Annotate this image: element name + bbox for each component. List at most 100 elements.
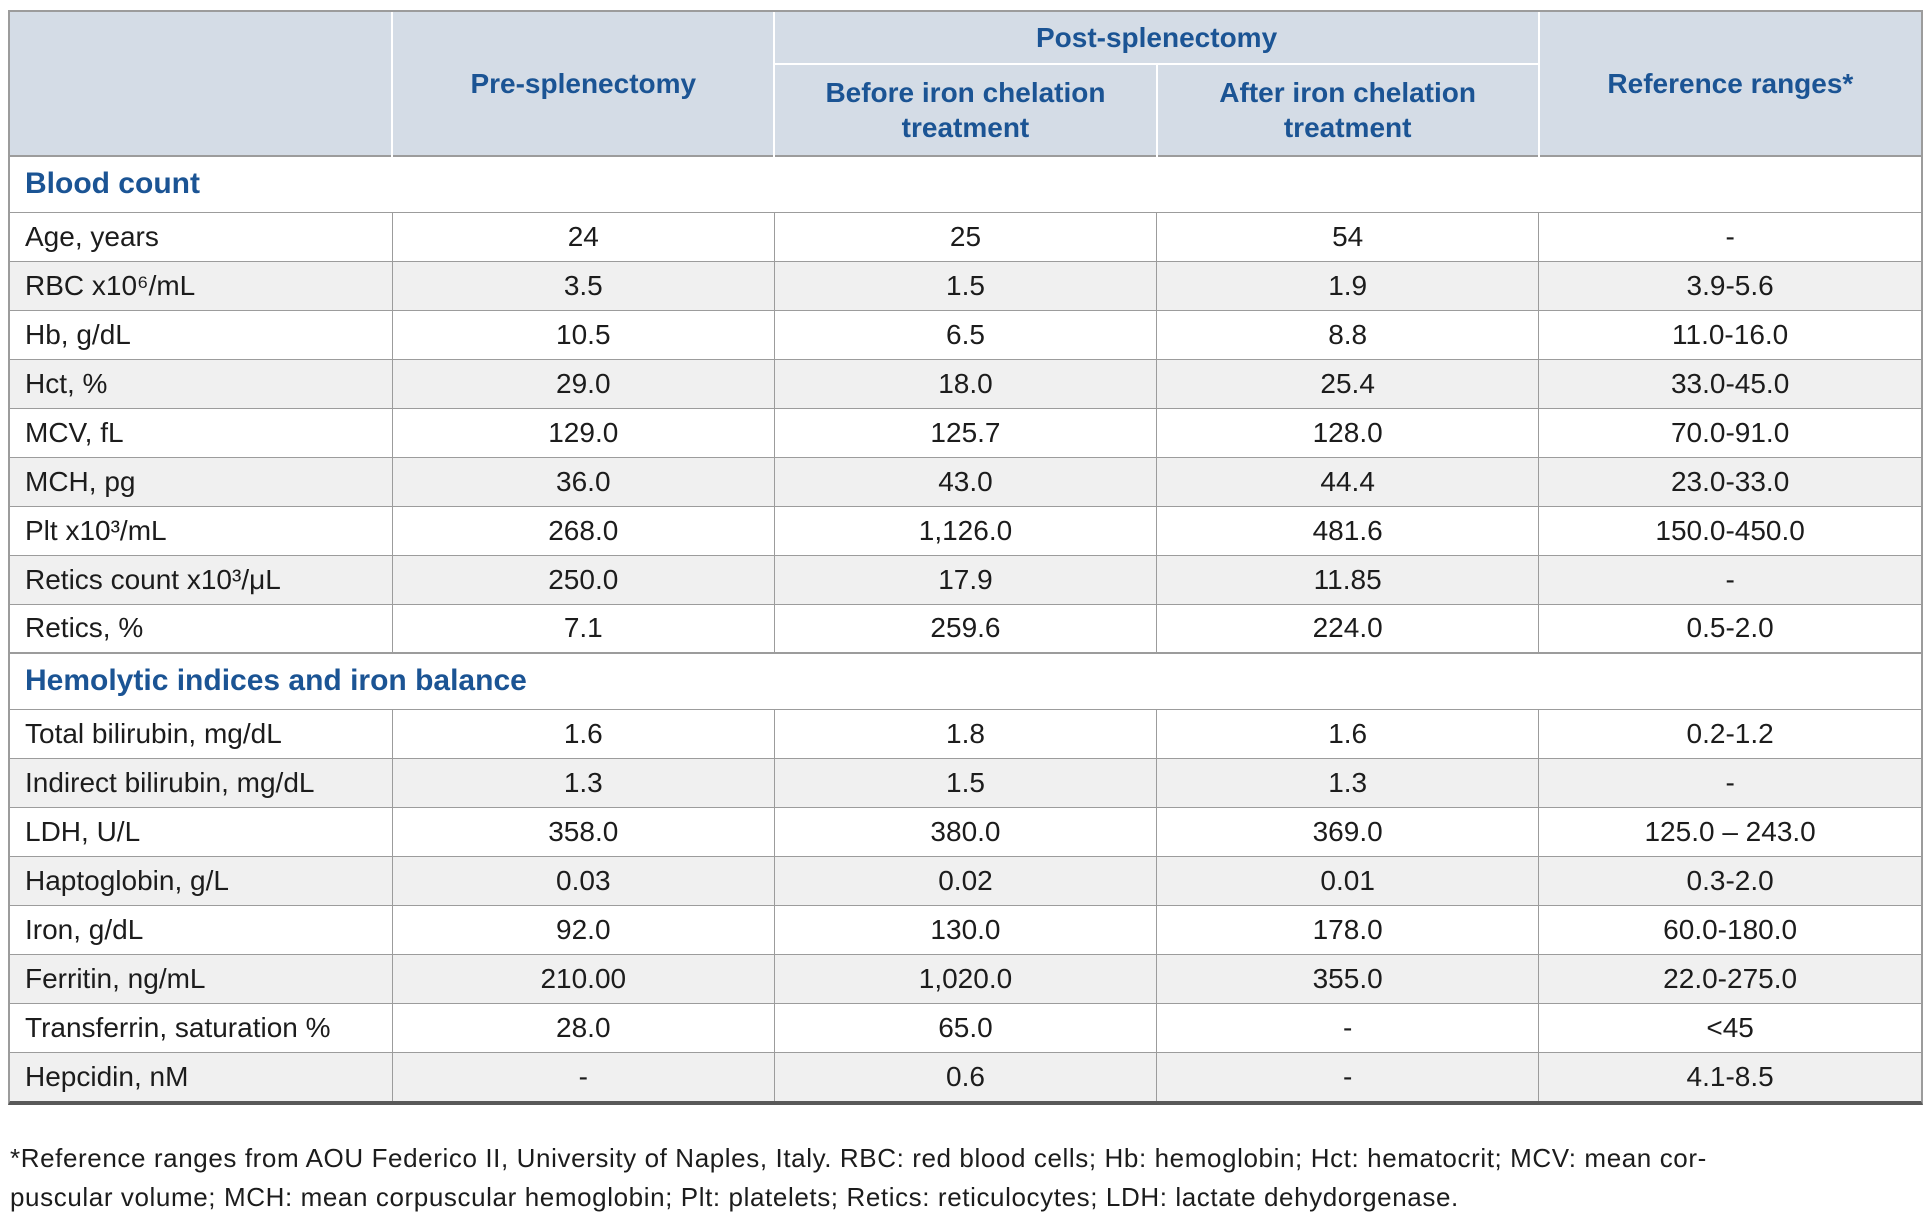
cell-reference-range: - — [1538, 554, 1921, 605]
results-table: Pre-splenectomy Post-splenectomy Referen… — [10, 12, 1921, 1101]
cell-after-chelation: 369.0 — [1156, 806, 1540, 857]
cell-reference-range: 11.0-16.0 — [1538, 309, 1921, 360]
row-label: Total bilirubin, mg/dL — [10, 708, 393, 759]
cell-pre-splenectomy: 358.0 — [391, 806, 775, 857]
cell-reference-range: 0.2-1.2 — [1538, 708, 1921, 759]
header-corner-cell — [10, 12, 394, 156]
cell-after-chelation: 1.3 — [1156, 757, 1540, 808]
cell-after-chelation: 11.85 — [1156, 554, 1540, 605]
section-title: Hemolytic indices and iron balance — [10, 652, 1921, 710]
cell-before-chelation: 65.0 — [773, 1002, 1158, 1053]
cell-after-chelation: 54 — [1156, 211, 1540, 262]
cell-before-chelation: 17.9 — [773, 554, 1158, 605]
table-row: Hepcidin, nM -0.6-4.1-8.5 — [10, 1051, 1921, 1101]
table-row: Retics count x10³/μL 250.0 17.9 11.85- — [10, 554, 1921, 605]
cell-after-chelation: - — [1156, 1002, 1540, 1053]
cell-before-chelation: 125.7 — [773, 407, 1158, 458]
row-label: MCH, pg — [10, 456, 393, 507]
row-label: Transferrin, saturation % — [10, 1002, 393, 1053]
table-row: Indirect bilirubin, mg/dL 1.3 1.5 1.3- — [10, 757, 1921, 808]
row-label: LDH, U/L — [10, 806, 393, 857]
cell-before-chelation: 43.0 — [773, 456, 1158, 507]
cell-pre-splenectomy: 28.0 — [391, 1002, 775, 1053]
cell-after-chelation: 481.6 — [1156, 505, 1540, 556]
cell-reference-range: - — [1538, 757, 1921, 808]
cell-pre-splenectomy: 268.0 — [391, 505, 775, 556]
row-label: Retics count x10³/μL — [10, 554, 393, 605]
table-row: Plt x10³/mL 268.0 1,126.0 481.6 150.0-450.0 — [10, 505, 1921, 556]
table-body: Blood count Age, years 24 25 54- RBC x10⁶/mL 3… — [10, 155, 1921, 1101]
row-label: Haptoglobin, g/L — [10, 855, 393, 906]
header-reference-ranges: Reference ranges* — [1537, 12, 1921, 156]
section-header-row: Hemolytic indices and iron balance — [10, 652, 1921, 710]
header-post-splenectomy: Post-splenectomy — [773, 12, 1540, 65]
cell-before-chelation: 1.8 — [773, 708, 1158, 759]
cell-after-chelation: 1.9 — [1156, 260, 1540, 311]
cell-after-chelation: - — [1156, 1051, 1540, 1101]
cell-after-chelation: 44.4 — [1156, 456, 1540, 507]
cell-pre-splenectomy: 92.0 — [391, 904, 775, 955]
row-label: Hct, % — [10, 358, 393, 409]
cell-after-chelation: 1.6 — [1156, 708, 1540, 759]
cell-reference-range: 4.1-8.5 — [1538, 1051, 1921, 1101]
row-label: Iron, g/dL — [10, 904, 393, 955]
cell-reference-range: 23.0-33.0 — [1538, 456, 1921, 507]
cell-before-chelation: 1.5 — [773, 757, 1158, 808]
section-title: Blood count — [10, 155, 1921, 213]
table-row: Total bilirubin, mg/dL 1.6 1.8 1.6 0.2-1.2 — [10, 708, 1921, 759]
table-row: MCV, fL 129.0 125.7 128.0 70.0-91.0 — [10, 407, 1921, 458]
row-label: Hb, g/dL — [10, 309, 393, 360]
cell-before-chelation: 380.0 — [773, 806, 1158, 857]
table-row: RBC x10⁶/mL 3.5 1.5 1.9 3.9-5.6 — [10, 260, 1921, 311]
cell-after-chelation: 224.0 — [1156, 603, 1540, 654]
cell-after-chelation: 8.8 — [1156, 309, 1540, 360]
cell-after-chelation: 0.01 — [1156, 855, 1540, 906]
cell-reference-range: 125.0 – 243.0 — [1538, 806, 1921, 857]
header-after-chelation: After iron chelation treatment — [1155, 63, 1540, 156]
cell-pre-splenectomy: 29.0 — [391, 358, 775, 409]
table-row: Retics, % 7.1 259.6 224.0 0.5-2.0 — [10, 603, 1921, 654]
row-label: Age, years — [10, 211, 393, 262]
table-row: MCH, pg 36.0 43.0 44.4 23.0-33.0 — [10, 456, 1921, 507]
results-table-container: Pre-splenectomy Post-splenectomy Referen… — [8, 10, 1923, 1105]
cell-before-chelation: 130.0 — [773, 904, 1158, 955]
cell-reference-range: 70.0-91.0 — [1538, 407, 1921, 458]
cell-pre-splenectomy: 36.0 — [391, 456, 775, 507]
cell-before-chelation: 0.02 — [773, 855, 1158, 906]
cell-after-chelation: 178.0 — [1156, 904, 1540, 955]
table-row: Hb, g/dL 10.5 6.5 8.8 11.0-16.0 — [10, 309, 1921, 360]
table-row: Transferrin, saturation % 28.0 65.0- <45 — [10, 1002, 1921, 1053]
cell-reference-range: - — [1538, 211, 1921, 262]
cell-before-chelation: 1,126.0 — [773, 505, 1158, 556]
cell-before-chelation: 1.5 — [773, 260, 1158, 311]
table-row: Iron, g/dL 92.0 130.0 178.0 60.0-180.0 — [10, 904, 1921, 955]
cell-before-chelation: 18.0 — [773, 358, 1158, 409]
cell-pre-splenectomy: 3.5 — [391, 260, 775, 311]
header-row-1: Pre-splenectomy Post-splenectomy Referen… — [10, 12, 1921, 156]
cell-reference-range: 0.3-2.0 — [1538, 855, 1921, 906]
cell-before-chelation: 6.5 — [773, 309, 1158, 360]
cell-after-chelation: 355.0 — [1156, 953, 1540, 1004]
cell-pre-splenectomy: 1.3 — [391, 757, 775, 808]
cell-pre-splenectomy: 210.00 — [391, 953, 775, 1004]
table-row: Hct, % 29.0 18.0 25.4 33.0-45.0 — [10, 358, 1921, 409]
table-header: Pre-splenectomy Post-splenectomy Referen… — [10, 12, 1921, 156]
cell-reference-range: 150.0-450.0 — [1538, 505, 1921, 556]
row-label: Plt x10³/mL — [10, 505, 393, 556]
cell-reference-range: 33.0-45.0 — [1538, 358, 1921, 409]
cell-pre-splenectomy: 24 — [391, 211, 775, 262]
cell-after-chelation: 25.4 — [1156, 358, 1540, 409]
cell-before-chelation: 259.6 — [773, 603, 1158, 654]
cell-before-chelation: 0.6 — [773, 1051, 1158, 1101]
row-label: MCV, fL — [10, 407, 393, 458]
cell-pre-splenectomy: - — [391, 1051, 775, 1101]
row-label: Indirect bilirubin, mg/dL — [10, 757, 393, 808]
cell-reference-range: 22.0-275.0 — [1538, 953, 1921, 1004]
cell-reference-range: 3.9-5.6 — [1538, 260, 1921, 311]
header-pre-splenectomy: Pre-splenectomy — [391, 12, 776, 156]
header-row-2: Before iron chelation treatment After ir… — [10, 63, 1921, 156]
row-label: Ferritin, ng/mL — [10, 953, 393, 1004]
table-row: LDH, U/L 358.0 380.0 369.0 125.0 – 243.0 — [10, 806, 1921, 857]
table-row: Ferritin, ng/mL 210.00 1,020.0 355.0 22.0-27… — [10, 953, 1921, 1004]
cell-pre-splenectomy: 0.03 — [391, 855, 775, 906]
